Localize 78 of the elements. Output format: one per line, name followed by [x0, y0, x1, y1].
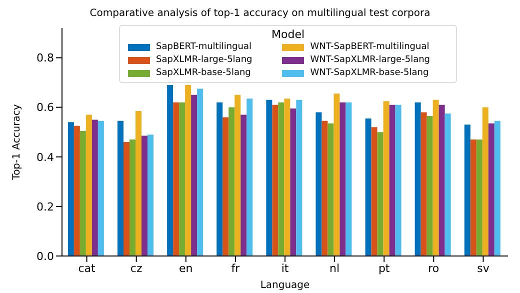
bar — [444, 114, 451, 256]
bar — [246, 98, 253, 256]
x-tick-label: cz — [130, 262, 142, 275]
bar — [389, 104, 396, 256]
bar — [179, 102, 186, 256]
bar — [395, 104, 402, 256]
bar — [92, 120, 98, 256]
x-tick-label: fr — [231, 262, 240, 275]
bar — [98, 120, 104, 256]
bar — [426, 116, 433, 256]
x-tick-label: pt — [378, 262, 390, 275]
bar — [414, 102, 421, 256]
bar — [476, 140, 482, 256]
bar — [74, 126, 80, 256]
bar — [432, 100, 439, 256]
bar — [118, 120, 124, 256]
x-axis-title: Language — [260, 280, 310, 291]
chart-title: Comparative analysis of top-1 accuracy on multilingual test corpora — [88, 8, 432, 21]
bar — [222, 117, 229, 256]
legend-label: SapXLMR-base-5lang — [156, 67, 251, 80]
bar — [240, 114, 247, 256]
x-tick-label: cat — [78, 262, 96, 275]
bar — [136, 111, 142, 256]
x-tick-label: ro — [428, 262, 440, 275]
bar — [278, 102, 284, 256]
bar — [167, 85, 174, 256]
y-tick-label: 0.8 — [36, 52, 54, 65]
bar — [482, 107, 488, 256]
bar — [185, 85, 192, 256]
bar — [68, 122, 74, 256]
bar — [365, 118, 372, 256]
legend-label: WNT-SapXLMR-base-5lang — [310, 67, 429, 80]
bar — [346, 102, 352, 256]
bar — [290, 108, 296, 256]
x-tick-label: it — [281, 262, 290, 275]
bar — [377, 132, 384, 256]
bar — [322, 120, 328, 256]
bar — [316, 112, 322, 256]
y-tick-label: 0.2 — [36, 200, 54, 214]
bar — [340, 102, 346, 256]
legend-label: WNT-SapBERT-multilingual — [310, 41, 430, 54]
bar — [197, 88, 204, 256]
bar — [173, 102, 180, 256]
bar — [420, 112, 427, 256]
y-axis-title: Top-1 Accuracy — [12, 104, 23, 181]
bar — [148, 134, 154, 256]
bar — [383, 101, 390, 256]
bar — [86, 114, 92, 256]
bar — [124, 142, 130, 256]
legend-label: SapXLMR-large-5lang — [156, 54, 252, 67]
legend-label: SapBERT-multilingual — [156, 41, 252, 54]
bar — [191, 94, 198, 256]
bar — [488, 123, 494, 256]
bar — [470, 140, 476, 256]
y-tick-label: 0.6 — [36, 101, 54, 114]
bar — [438, 104, 445, 256]
bar — [334, 94, 340, 256]
legend-label: WNT-SapXLMR-large-5lang — [310, 54, 430, 67]
bar — [216, 102, 223, 256]
bar — [234, 94, 241, 256]
x-tick-label: nl — [330, 262, 340, 275]
bar — [464, 124, 470, 256]
bar — [142, 136, 148, 256]
bar — [284, 98, 290, 256]
x-tick-label: en — [179, 262, 193, 275]
bar — [80, 130, 86, 256]
bar — [228, 107, 235, 256]
y-tick-label: 0.0 — [36, 250, 54, 263]
bar — [130, 140, 136, 256]
bar — [296, 100, 302, 256]
bar — [494, 120, 500, 256]
bar — [371, 127, 378, 256]
bar — [328, 123, 334, 256]
y-tick-label: 0.4 — [36, 150, 54, 164]
bar — [272, 104, 278, 256]
bar — [266, 100, 272, 256]
x-tick-label: sv — [477, 262, 490, 275]
legend-title: Model — [270, 28, 306, 41]
